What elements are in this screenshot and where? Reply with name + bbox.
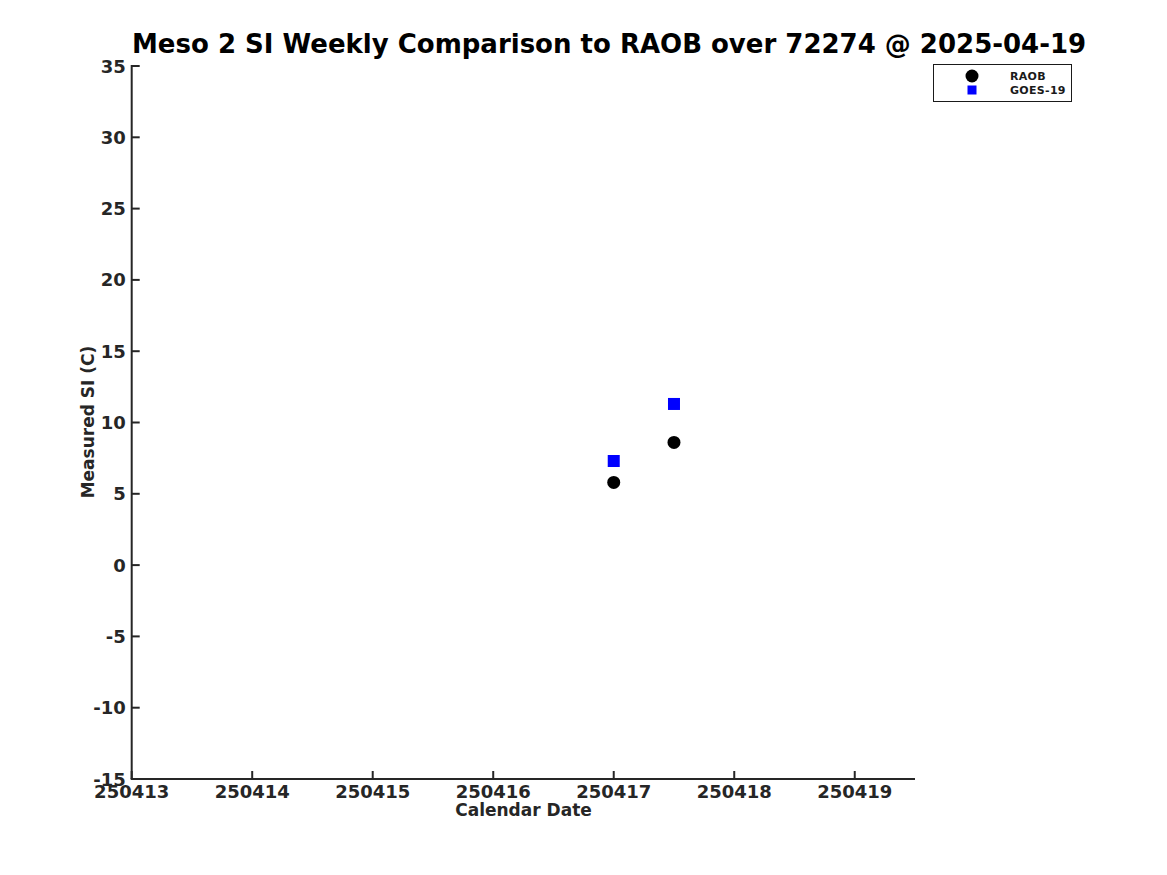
raob-data-point	[607, 476, 620, 489]
figure: 2504132504142504152504162504172504182504…	[0, 0, 1167, 875]
y-axis-label: Measured SI (C)	[80, 346, 97, 499]
y-tick-label: -10	[93, 697, 126, 718]
x-tick-label: 250419	[817, 781, 892, 802]
y-tick-label: 0	[113, 555, 126, 576]
y-tick-label: 30	[101, 127, 126, 148]
goes19-marker-icon	[934, 83, 1010, 97]
legend-label-goes19: GOES-19	[1010, 85, 1066, 96]
y-tick-label: 5	[113, 483, 126, 504]
raob-data-point	[667, 436, 680, 449]
plot-canvas: 2504132504142504152504162504172504182504…	[0, 0, 1167, 875]
legend-item-goes19: GOES-19	[934, 83, 1071, 97]
x-tick-label: 250416	[456, 781, 531, 802]
y-tick-label: 10	[101, 412, 126, 433]
x-axis-label: Calendar Date	[132, 802, 915, 819]
x-tick-label: 250415	[335, 781, 410, 802]
y-tick-label: -5	[106, 626, 126, 647]
raob-marker-icon	[934, 69, 1010, 83]
y-tick-label: 35	[101, 56, 126, 77]
y-tick-label: -15	[93, 769, 126, 790]
y-tick-label: 15	[101, 341, 126, 362]
legend: RAOB GOES-19	[933, 64, 1072, 102]
x-tick-label: 250414	[215, 781, 290, 802]
y-tick-label: 20	[101, 269, 126, 290]
legend-label-raob: RAOB	[1010, 71, 1046, 82]
goes19-data-point	[668, 398, 680, 410]
goes19-data-point	[608, 455, 620, 467]
x-tick-label: 250418	[697, 781, 772, 802]
legend-item-raob: RAOB	[934, 69, 1071, 83]
x-tick-label: 250417	[576, 781, 651, 802]
chart-title: Meso 2 SI Weekly Comparison to RAOB over…	[132, 31, 915, 57]
y-tick-label: 25	[101, 198, 126, 219]
